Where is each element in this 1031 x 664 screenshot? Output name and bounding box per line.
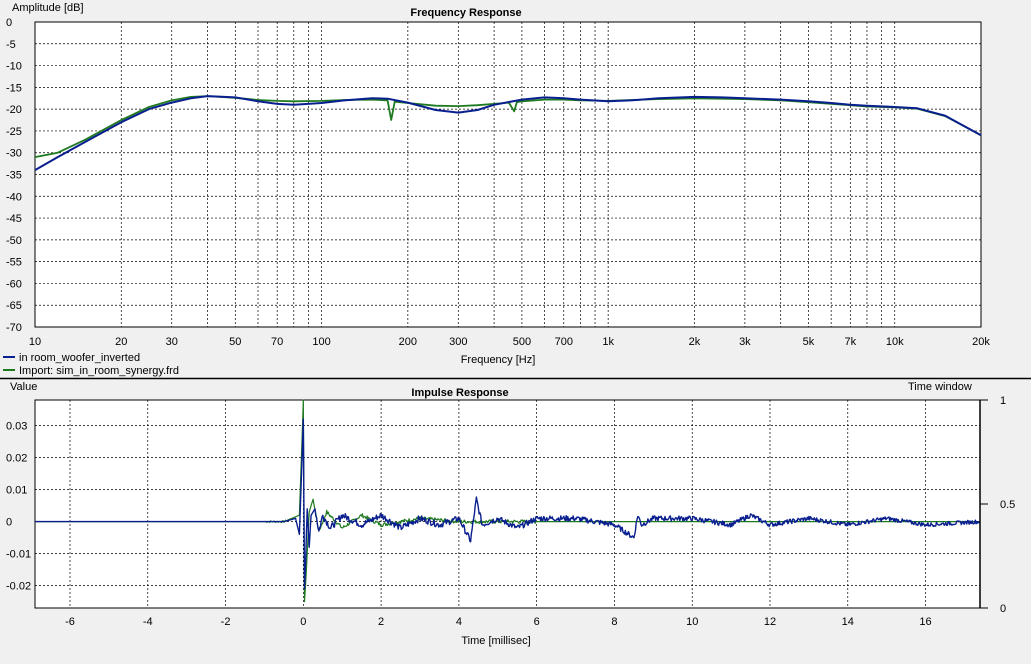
fr-x-tick-label: 10k	[886, 336, 904, 348]
ir-xlabel: Time [millisec]	[461, 635, 530, 647]
fr-x-tick-label: 300	[449, 336, 467, 348]
fr-x-tick-label: 10	[29, 336, 41, 348]
ir-x-tick-label: 0	[300, 616, 306, 628]
fr-y-tick-label: -60	[6, 278, 22, 290]
ir-x-tick-label: -6	[65, 616, 75, 628]
fr-x-tick-label: 500	[513, 336, 531, 348]
fr-x-ticks: 10 20 30 50 70 100 200 300 500 700 1k 2k 3k 5k 7k 10k 20…	[29, 336, 990, 348]
fr-y-tick-label: -20	[6, 104, 22, 116]
fr-series-lines	[34, 95, 982, 171]
fr-x-tick-label: 700	[555, 336, 573, 348]
fr-y-tick-label: -10	[6, 61, 22, 73]
time-window-tick-label: 0.5	[1000, 499, 1015, 511]
fr-x-tick-label: 30	[166, 336, 178, 348]
fr-x-tick-label: 100	[312, 336, 330, 348]
ir-y-ticks: 0.03 0.02 0.01 0 -0.01 -0.02	[6, 421, 31, 593]
ir-x-tick-label: 12	[764, 616, 776, 628]
fr-y-tick-label: -15	[6, 82, 22, 94]
fr-x-tick-label: 2k	[689, 336, 701, 348]
fr-x-tick-label: 20	[115, 336, 127, 348]
fr-title: Frequency Response	[410, 7, 521, 19]
fr-x-tick-label: 20k	[972, 336, 990, 348]
fr-x-tick-label: 3k	[739, 336, 751, 348]
fr-grid	[35, 22, 981, 327]
fr-x-tick-label: 5k	[803, 336, 815, 348]
ir-x-tick-label: 10	[686, 616, 698, 628]
time-window-tick-label: 1	[1000, 395, 1006, 407]
ir-x-tick-label: 6	[534, 616, 540, 628]
ir-y-tick-label: 0.03	[6, 421, 27, 433]
legend-label-woofer: in room_woofer_inverted	[19, 352, 140, 364]
fr-y-tick-label: -35	[6, 170, 22, 182]
ir-x-tick-label: 2	[378, 616, 384, 628]
ir-x-tick-label: -2	[221, 616, 231, 628]
ir-x-ticks: -6 -4 -2 0 2 4 6 8 10 12 14 16	[65, 616, 932, 628]
fr-y-tick-label: -65	[6, 300, 22, 312]
legend: in room_woofer_inverted Import: sim_in_r…	[3, 352, 179, 377]
fr-y-tick-label: -30	[6, 148, 22, 160]
fr-ylabel: Amplitude [dB]	[12, 2, 84, 14]
ir-y-tick-label: 0	[6, 517, 12, 529]
fr-y-tick-label: -5	[6, 39, 16, 51]
fr-y-tick-label: -70	[6, 322, 22, 334]
fr-x-tick-label: 70	[271, 336, 283, 348]
time-window-tick-label: 0	[1000, 603, 1006, 615]
ir-x-tick-label: -4	[143, 616, 153, 628]
fr-y-tick-label: -40	[6, 191, 22, 203]
fr-series-woofer	[34, 95, 982, 171]
ir-plot-area	[34, 399, 981, 609]
ir-y-tick-label: -0.02	[6, 581, 31, 593]
ir-x-tick-label: 14	[842, 616, 854, 628]
legend-label-import: Import: sim_in_room_synergy.frd	[19, 365, 179, 377]
fr-y-tick-label: -55	[6, 257, 22, 269]
time-window-ticks: 10.50	[980, 395, 1015, 615]
ir-x-tick-label: 4	[456, 616, 462, 628]
fr-y-tick-label: -45	[6, 213, 22, 225]
fr-xlabel: Frequency [Hz]	[461, 354, 536, 366]
ir-y-tick-label: 0.02	[6, 453, 27, 465]
ir-ylabel: Value	[10, 381, 37, 393]
fr-y-ticks: 0 -5 -10 -15 -20 -25 -30 -35 -40 -45 -50 -55 -60 -65 -…	[6, 17, 22, 334]
ir-series-woofer	[35, 418, 981, 590]
fr-x-tick-label: 50	[229, 336, 241, 348]
fr-x-tick-label: 1k	[602, 336, 614, 348]
ir-y-tick-label: -0.01	[6, 549, 31, 561]
ir-x-tick-label: 16	[919, 616, 931, 628]
fr-x-tick-label: 7k	[845, 336, 857, 348]
fr-x-tick-label: 200	[399, 336, 417, 348]
ir-y-tick-label: 0.01	[6, 485, 27, 497]
fr-y-tick-label: -50	[6, 235, 22, 247]
ir-series-lines	[35, 399, 981, 603]
ir-right-axis-label: Time window	[908, 381, 972, 393]
fr-y-tick-label: 0	[6, 17, 12, 29]
fr-y-tick-label: -25	[6, 126, 22, 138]
ir-title: Impulse Response	[411, 387, 508, 399]
ir-x-tick-label: 8	[611, 616, 617, 628]
ir-grid	[35, 400, 980, 608]
